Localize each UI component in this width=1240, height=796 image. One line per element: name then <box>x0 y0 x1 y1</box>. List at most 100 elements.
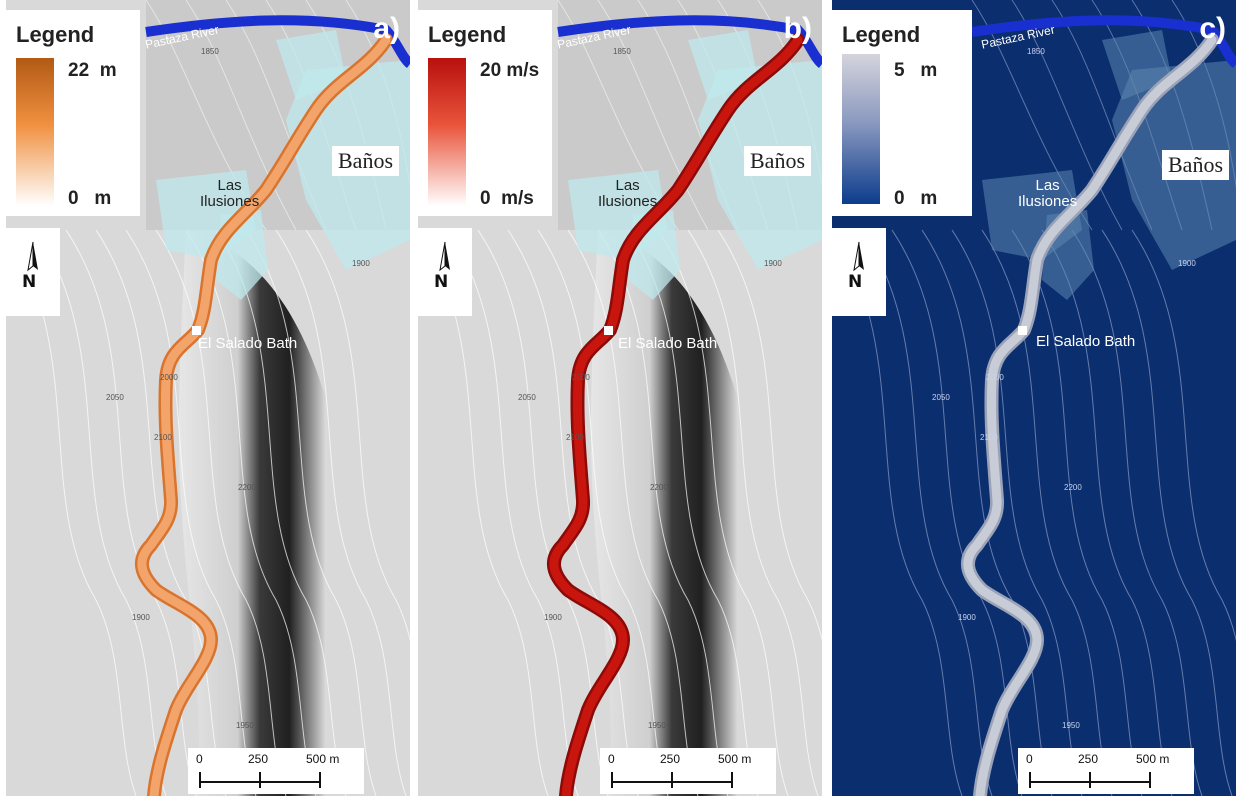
flow-channel <box>137 35 391 796</box>
map-panel-c: 1850 1900 2000 2050 2100 2200 1950 1900 Pastaza… <box>832 0 1236 796</box>
contour-line <box>6 229 137 796</box>
contour-label: 1900 <box>544 613 562 622</box>
contour-label: 1950 <box>1062 721 1080 730</box>
contour-line <box>35 229 167 796</box>
scale-bar-graphic <box>1029 772 1151 788</box>
dark-valley-slope <box>178 230 326 796</box>
contour-label: 1950 <box>648 721 666 730</box>
flow-channel <box>963 35 1217 796</box>
legend-max-label: 22 m <box>68 60 117 81</box>
legend-max-label: 5 m <box>894 60 938 81</box>
contour-label: 2000 <box>986 373 1004 382</box>
contour-line <box>305 229 410 642</box>
scale-tick-0: 0 <box>608 752 615 766</box>
las-ilusiones-label: Las Ilusiones <box>598 177 658 210</box>
scale-tick-250: 250 <box>660 752 681 766</box>
northern-urban-area <box>1102 30 1172 100</box>
pastaza-river <box>557 15 822 68</box>
contour-line <box>717 229 822 642</box>
el-salado-marker <box>604 326 613 335</box>
scale-tick-0: 0 <box>196 752 203 766</box>
contour-line <box>627 229 759 796</box>
contour-label: 2100 <box>980 433 998 442</box>
map-panel-a: 1850 1900 2000 2050 2100 2200 1950 1900 Pastaza… <box>6 0 410 796</box>
legend-title: Legend <box>428 22 507 47</box>
contour-line <box>951 229 1083 796</box>
el-salado-marker <box>1018 326 1027 335</box>
scale-tick-250: 250 <box>248 752 269 766</box>
north-label: N <box>22 272 37 292</box>
contour-line <box>125 229 257 796</box>
legend-min-label: 0 m <box>68 188 112 209</box>
contour-label: 2000 <box>160 373 178 382</box>
panel-letter: c) <box>1199 12 1226 45</box>
contour-line <box>921 229 1053 796</box>
scale-bar: 0 250 500 m <box>188 748 364 794</box>
legend-title: Legend <box>16 22 95 47</box>
legend: Legend 5 m 0 m <box>832 10 972 216</box>
contour-line <box>1041 229 1173 796</box>
contour-label: 2200 <box>1064 483 1082 492</box>
scale-bar-graphic <box>611 772 733 788</box>
contour-label: 1850 <box>1027 47 1045 56</box>
contour-label: 2200 <box>238 483 256 492</box>
north-arrow-box: N <box>418 228 472 316</box>
las-ilusiones-label: Las Ilusiones <box>1018 177 1078 210</box>
contour-line <box>687 229 819 796</box>
contour-label: 1900 <box>132 613 150 622</box>
map-panel-b: 1850 1900 2000 2050 2100 2200 1950 1900 Pastaza… <box>418 0 822 796</box>
panel-letter: a) <box>373 12 400 45</box>
northern-urban-area <box>276 30 346 100</box>
contour-label: 2000 <box>572 373 590 382</box>
contour-line <box>507 229 639 796</box>
scale-bar: 0 250 500 m <box>1018 748 1194 794</box>
contour-line <box>1071 229 1203 796</box>
north-label: N <box>848 272 863 292</box>
north-arrow-box: N <box>832 228 886 316</box>
dark-valley-slope <box>590 230 738 796</box>
legend-color-ramp <box>428 58 466 206</box>
contour-line <box>418 229 549 796</box>
scale-bar-graphic <box>199 772 321 788</box>
legend: Legend 20 m/s 0 m/s <box>418 10 552 216</box>
contour-label: 1900 <box>958 613 976 622</box>
contour-line <box>275 229 407 796</box>
northern-urban-area <box>688 30 758 100</box>
contour-label: 1900 <box>352 259 370 268</box>
contour-label: 1850 <box>201 47 219 56</box>
flow-channel <box>549 35 803 796</box>
scale-tick-500: 500 m <box>718 752 752 766</box>
banos-label: Baños <box>744 146 811 176</box>
north-label: N <box>434 272 449 292</box>
scale-tick-500: 500 m <box>1136 752 1170 766</box>
el-salado-label: El Salado Bath <box>1036 333 1136 350</box>
legend-min-label: 0 m <box>894 188 938 209</box>
scale-bar: 0 250 500 m <box>600 748 776 794</box>
contour-line <box>657 229 789 796</box>
contour-label: 2100 <box>154 433 172 442</box>
contour-line <box>1011 229 1143 796</box>
banos-label: Baños <box>332 146 399 176</box>
pastaza-river <box>971 15 1236 68</box>
las-ilusiones-label: Las Ilusiones <box>200 177 260 210</box>
pastaza-river <box>145 15 410 68</box>
contour-line <box>861 229 993 796</box>
contour-line <box>1101 229 1233 796</box>
el-salado-label: El Salado Bath <box>618 335 718 352</box>
contour-label: 2050 <box>518 393 536 402</box>
contour-label: 1900 <box>1178 259 1196 268</box>
scale-tick-0: 0 <box>1026 752 1033 766</box>
contour-line <box>447 229 579 796</box>
contour-label: 2100 <box>566 433 584 442</box>
contour-label: 1950 <box>236 721 254 730</box>
legend-color-ramp <box>842 54 880 204</box>
legend: Legend 22 m 0 m <box>6 10 140 216</box>
north-arrow-icon <box>853 241 864 272</box>
scale-tick-500: 500 m <box>306 752 340 766</box>
contour-line <box>215 229 347 796</box>
el-salado-marker <box>192 326 201 335</box>
contour-label: 2200 <box>650 483 668 492</box>
north-arrow-icon <box>439 241 450 272</box>
contour-label: 2050 <box>932 393 950 402</box>
panel-letter: b) <box>783 12 812 45</box>
